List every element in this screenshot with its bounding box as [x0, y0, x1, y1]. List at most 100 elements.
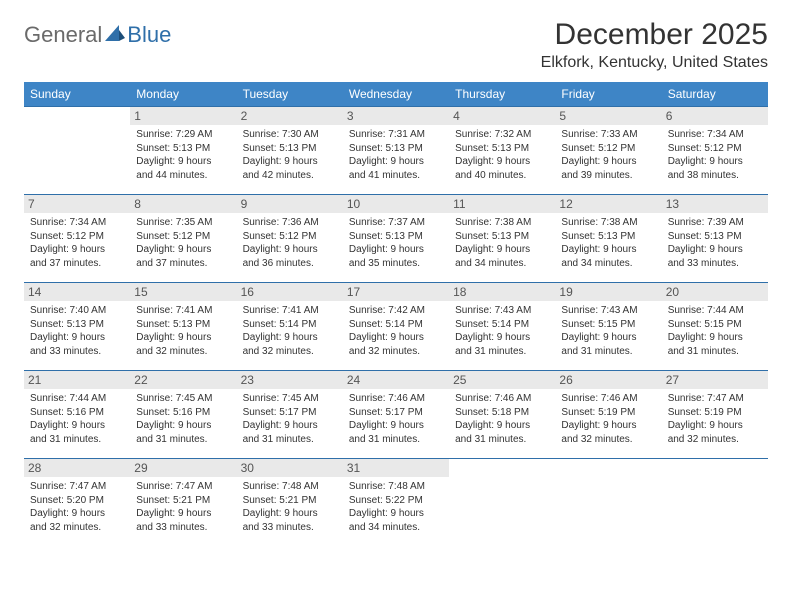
- weekday-header: Friday: [555, 82, 661, 107]
- day-info: Sunrise: 7:48 AMSunset: 5:21 PMDaylight:…: [243, 480, 337, 534]
- calendar-week-row: 7 Sunrise: 7:34 AMSunset: 5:12 PMDaylight…: [24, 195, 768, 283]
- day-info: Sunrise: 7:46 AMSunset: 5:18 PMDaylight:…: [455, 392, 549, 446]
- day-info: Sunrise: 7:42 AMSunset: 5:14 PMDaylight:…: [349, 304, 443, 358]
- weekday-header: Sunday: [24, 82, 130, 107]
- calendar-day-cell: 12 Sunrise: 7:38 AMSunset: 5:13 PMDayligh…: [555, 195, 661, 283]
- day-number: 5: [555, 107, 661, 125]
- calendar-week-row: 21Sunrise: 7:44 AMSunset: 5:16 PMDayligh…: [24, 371, 768, 459]
- calendar-day-cell: 17 Sunrise: 7:42 AMSunset: 5:14 PMDayligh…: [343, 283, 449, 371]
- logo: General Blue: [24, 18, 171, 48]
- day-number: 14: [24, 283, 130, 301]
- day-info: Sunrise: 7:47 AMSunset: 5:19 PMDaylight:…: [668, 392, 762, 446]
- calendar-day-cell: 1 Sunrise: 7:29 AMSunset: 5:13 PMDaylight…: [130, 107, 236, 195]
- day-info: Sunrise: 7:34 AMSunset: 5:12 PMDaylight:…: [668, 128, 762, 182]
- day-info: Sunrise: 7:38 AMSunset: 5:13 PMDaylight:…: [561, 216, 655, 270]
- calendar-day-cell: 30 Sunrise: 7:48 AMSunset: 5:21 PMDayligh…: [237, 459, 343, 547]
- header: General Blue December 2025 Elkfork, Kent…: [24, 18, 768, 72]
- day-number: 19: [555, 283, 661, 301]
- calendar-day-cell: 22 Sunrise: 7:45 AMSunset: 5:16 PMDayligh…: [130, 371, 236, 459]
- calendar-day-cell: 7 Sunrise: 7:34 AMSunset: 5:12 PMDaylight…: [24, 195, 130, 283]
- day-info: Sunrise: 7:46 AMSunset: 5:17 PMDaylight:…: [349, 392, 443, 446]
- calendar-empty-cell: [24, 107, 130, 195]
- day-number: 20: [662, 283, 768, 301]
- day-number: 29: [130, 459, 236, 477]
- day-info: Sunrise: 7:35 AMSunset: 5:12 PMDaylight:…: [136, 216, 230, 270]
- day-info: Sunrise: 7:32 AMSunset: 5:13 PMDaylight:…: [455, 128, 549, 182]
- day-number: 25: [449, 371, 555, 389]
- day-info: Sunrise: 7:33 AMSunset: 5:12 PMDaylight:…: [561, 128, 655, 182]
- weekday-header: Tuesday: [237, 82, 343, 107]
- weekday-header-row: SundayMondayTuesdayWednesdayThursdayFrid…: [24, 82, 768, 107]
- calendar-day-cell: 8 Sunrise: 7:35 AMSunset: 5:12 PMDaylight…: [130, 195, 236, 283]
- calendar-day-cell: 24 Sunrise: 7:46 AMSunset: 5:17 PMDayligh…: [343, 371, 449, 459]
- calendar-day-cell: 3 Sunrise: 7:31 AMSunset: 5:13 PMDaylight…: [343, 107, 449, 195]
- weekday-header: Saturday: [662, 82, 768, 107]
- calendar-day-cell: 23Sunrise: 7:45 AMSunset: 5:17 PMDayligh…: [237, 371, 343, 459]
- day-number: 22: [130, 371, 236, 389]
- day-info: Sunrise: 7:41 AMSunset: 5:13 PMDaylight:…: [136, 304, 230, 358]
- day-info: Sunrise: 7:47 AMSunset: 5:20 PMDaylight:…: [30, 480, 124, 534]
- day-info: Sunrise: 7:29 AMSunset: 5:13 PMDaylight:…: [136, 128, 230, 182]
- calendar-day-cell: 28 Sunrise: 7:47 AMSunset: 5:20 PMDayligh…: [24, 459, 130, 547]
- calendar-day-cell: 9Sunrise: 7:36 AMSunset: 5:12 PMDaylight…: [237, 195, 343, 283]
- day-number: 23: [237, 371, 343, 389]
- day-info: Sunrise: 7:37 AMSunset: 5:13 PMDaylight:…: [349, 216, 443, 270]
- day-number: 30: [237, 459, 343, 477]
- calendar-day-cell: 26Sunrise: 7:46 AMSunset: 5:19 PMDayligh…: [555, 371, 661, 459]
- location-label: Elkfork, Kentucky, United States: [541, 54, 768, 72]
- calendar-day-cell: 10 Sunrise: 7:37 AMSunset: 5:13 PMDayligh…: [343, 195, 449, 283]
- calendar-table: SundayMondayTuesdayWednesdayThursdayFrid…: [24, 82, 768, 547]
- day-number: 2: [237, 107, 343, 125]
- calendar-day-cell: 27Sunrise: 7:47 AMSunset: 5:19 PMDayligh…: [662, 371, 768, 459]
- title-block: December 2025 Elkfork, Kentucky, United …: [541, 18, 768, 72]
- weekday-header: Thursday: [449, 82, 555, 107]
- calendar-day-cell: 19 Sunrise: 7:43 AMSunset: 5:15 PMDayligh…: [555, 283, 661, 371]
- calendar-day-cell: 13 Sunrise: 7:39 AMSunset: 5:13 PMDayligh…: [662, 195, 768, 283]
- calendar-week-row: 14Sunrise: 7:40 AMSunset: 5:13 PMDayligh…: [24, 283, 768, 371]
- calendar-day-cell: 20 Sunrise: 7:44 AMSunset: 5:15 PMDayligh…: [662, 283, 768, 371]
- day-number: 10: [343, 195, 449, 213]
- day-info: Sunrise: 7:48 AMSunset: 5:22 PMDaylight:…: [349, 480, 443, 534]
- calendar-day-cell: 14Sunrise: 7:40 AMSunset: 5:13 PMDayligh…: [24, 283, 130, 371]
- calendar-day-cell: 21Sunrise: 7:44 AMSunset: 5:16 PMDayligh…: [24, 371, 130, 459]
- day-number: 24: [343, 371, 449, 389]
- day-info: Sunrise: 7:43 AMSunset: 5:15 PMDaylight:…: [561, 304, 655, 358]
- calendar-day-cell: 5 Sunrise: 7:33 AMSunset: 5:12 PMDaylight…: [555, 107, 661, 195]
- day-number: 11: [449, 195, 555, 213]
- day-info: Sunrise: 7:43 AMSunset: 5:14 PMDaylight:…: [455, 304, 549, 358]
- weekday-header: Wednesday: [343, 82, 449, 107]
- day-info: Sunrise: 7:30 AMSunset: 5:13 PMDaylight:…: [243, 128, 337, 182]
- day-number: 12: [555, 195, 661, 213]
- logo-text-2: Blue: [127, 22, 171, 48]
- weekday-header: Monday: [130, 82, 236, 107]
- day-number: 3: [343, 107, 449, 125]
- day-number: 4: [449, 107, 555, 125]
- day-number: 13: [662, 195, 768, 213]
- calendar-day-cell: 6Sunrise: 7:34 AMSunset: 5:12 PMDaylight…: [662, 107, 768, 195]
- calendar-empty-cell: [449, 459, 555, 547]
- day-info: Sunrise: 7:41 AMSunset: 5:14 PMDaylight:…: [243, 304, 337, 358]
- day-info: Sunrise: 7:45 AMSunset: 5:16 PMDaylight:…: [136, 392, 230, 446]
- day-number: 7: [24, 195, 130, 213]
- day-info: Sunrise: 7:31 AMSunset: 5:13 PMDaylight:…: [349, 128, 443, 182]
- calendar-day-cell: 2 Sunrise: 7:30 AMSunset: 5:13 PMDaylight…: [237, 107, 343, 195]
- day-number: 17: [343, 283, 449, 301]
- day-info: Sunrise: 7:44 AMSunset: 5:15 PMDaylight:…: [668, 304, 762, 358]
- day-number: 16: [237, 283, 343, 301]
- day-number: 18: [449, 283, 555, 301]
- calendar-body: 1 Sunrise: 7:29 AMSunset: 5:13 PMDaylight…: [24, 107, 768, 547]
- calendar-week-row: 28 Sunrise: 7:47 AMSunset: 5:20 PMDayligh…: [24, 459, 768, 547]
- day-number: 8: [130, 195, 236, 213]
- day-info: Sunrise: 7:34 AMSunset: 5:12 PMDaylight:…: [30, 216, 124, 270]
- calendar-day-cell: 31Sunrise: 7:48 AMSunset: 5:22 PMDayligh…: [343, 459, 449, 547]
- day-number: 28: [24, 459, 130, 477]
- day-number: 1: [130, 107, 236, 125]
- calendar-day-cell: 25 Sunrise: 7:46 AMSunset: 5:18 PMDayligh…: [449, 371, 555, 459]
- logo-mark-icon: [105, 25, 125, 46]
- day-info: Sunrise: 7:47 AMSunset: 5:21 PMDaylight:…: [136, 480, 230, 534]
- calendar-day-cell: 4 Sunrise: 7:32 AMSunset: 5:13 PMDaylight…: [449, 107, 555, 195]
- calendar-day-cell: 18 Sunrise: 7:43 AMSunset: 5:14 PMDayligh…: [449, 283, 555, 371]
- day-info: Sunrise: 7:38 AMSunset: 5:13 PMDaylight:…: [455, 216, 549, 270]
- day-info: Sunrise: 7:39 AMSunset: 5:13 PMDaylight:…: [668, 216, 762, 270]
- page-title: December 2025: [541, 18, 768, 52]
